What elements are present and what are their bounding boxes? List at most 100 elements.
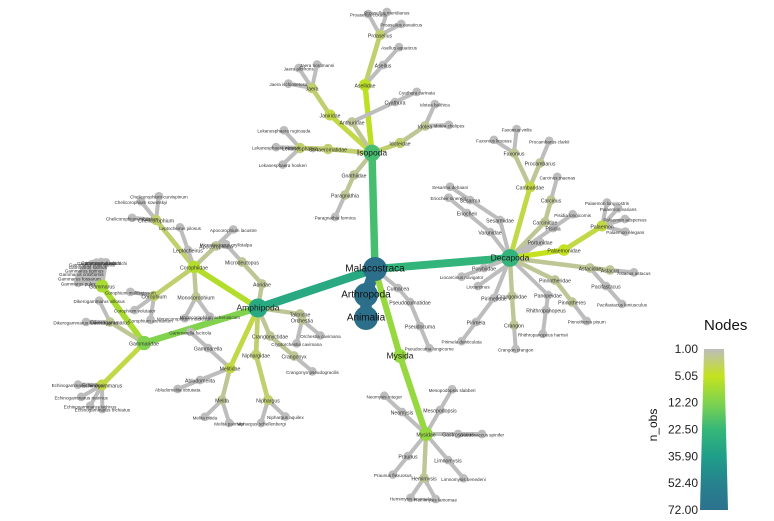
node-label: Isopoda: [357, 148, 388, 158]
node-label: Monocorophium: [177, 296, 214, 302]
node-label: Proasellus coxalis: [350, 13, 387, 18]
tree-node: [617, 299, 627, 309]
node-label: Arthropoda: [341, 290, 391, 301]
node-label: Carcinidae: [533, 221, 558, 227]
tree-node: [96, 379, 108, 391]
tree-node: [550, 275, 560, 285]
tree-node: [447, 384, 457, 394]
node-label: Carcinus maenas: [539, 175, 575, 180]
tree-edge: [239, 259, 265, 287]
node-label: Gammarus locusta: [77, 261, 116, 266]
tree-node: [76, 392, 86, 402]
tree-node: [444, 193, 453, 203]
tree-node: [629, 268, 639, 277]
node-label: Echinogammarus: [82, 384, 123, 390]
node-label: Idotea chelipes: [434, 123, 466, 128]
node-label: Gastrosaccus spinifer: [460, 433, 505, 438]
node-label: Crangonidae: [497, 295, 527, 301]
legend: Nodes n_obs 1.00 5.05 12.20 22.50 35.90 52.40…: [646, 317, 747, 517]
node-label: Panopeidae: [534, 294, 562, 300]
tree-node: [390, 97, 400, 107]
node-label: Palaemon elegans: [606, 230, 645, 235]
tree-node: [420, 121, 430, 131]
node-label: Gammarus duebeni: [81, 261, 121, 266]
tree-node: [378, 60, 388, 70]
tree-node: [403, 451, 413, 461]
tree-edge: [465, 211, 492, 234]
tree-node: [412, 87, 422, 97]
legend-tick-label: 12.20: [668, 396, 698, 410]
node-label: Hemimysis: [411, 477, 437, 483]
node-label: Echinogammarus marinus: [54, 395, 108, 400]
node-label: Decapoda: [491, 253, 530, 263]
node-label: Mysidae: [416, 433, 435, 439]
tree-node: [444, 120, 454, 130]
node-label: Crangon crangon: [498, 347, 534, 352]
tree-node: [552, 172, 562, 182]
node-label: Astacus astacus: [617, 271, 651, 276]
tree-node: [127, 213, 137, 223]
tree-node: [224, 418, 234, 428]
tree-node: [511, 344, 521, 354]
node-label: Hemimysis anomala: [390, 496, 432, 501]
node-label: Niphargus aquilex: [267, 415, 304, 420]
tree-node: [130, 305, 139, 315]
tree-node: [379, 391, 389, 401]
node-label: Monocorophium insidiosum: [157, 317, 213, 322]
node-label: Idotea balthica: [420, 103, 450, 108]
node-label: Neomysis: [391, 411, 414, 417]
node-label: Palaemonidae: [547, 249, 580, 255]
tree-edge: [468, 198, 502, 222]
tree-node: [406, 493, 415, 503]
tree-nodes: [73, 7, 639, 504]
tree-edge: [396, 352, 430, 438]
tree-node: [284, 79, 293, 88]
tree-node: [388, 470, 398, 479]
node-label: Gammaridae: [129, 342, 159, 348]
node-label: Gammarus fossarum: [58, 277, 101, 282]
tree-node: [183, 245, 193, 255]
tree-node: [620, 227, 630, 236]
node-label: Asellus aquaticus: [381, 46, 417, 51]
node-label: Corophium: [141, 295, 166, 301]
tree-node: [101, 257, 111, 267]
tree-node: [191, 292, 201, 302]
node-label: Pinnotheres pisum: [568, 319, 606, 324]
node-label: Melita nitida: [193, 415, 218, 420]
tree-node: [544, 136, 554, 146]
node-label: Limnomysis: [434, 459, 462, 465]
node-label: Rhithropanopeus: [526, 309, 566, 315]
tree-node: [457, 272, 466, 281]
node-label: Astacus: [601, 269, 620, 275]
tree-node: [477, 429, 487, 439]
node-label: Portunidae: [527, 241, 552, 247]
node-label: Gnathiidae: [341, 174, 366, 180]
node-label: Crangonyctidae: [252, 335, 288, 341]
node-label: Faxonius limosus: [476, 138, 512, 143]
legend-variable-label: n_obs: [646, 409, 660, 442]
tree-node: [146, 315, 155, 325]
node-label: Jaera: [306, 87, 319, 93]
node-label: Palaemon adspersus: [603, 217, 647, 222]
tree-node: [150, 214, 162, 226]
tree-node: [180, 313, 190, 323]
node-label: Procambarus: [525, 162, 556, 168]
node-label: Abludomelita: [185, 379, 215, 385]
tree-node: [294, 63, 304, 73]
tree-node: [262, 394, 274, 406]
tree-node: [187, 260, 201, 274]
tree-node: [396, 19, 406, 29]
tree-node: [175, 223, 185, 232]
tree-node: [229, 225, 238, 234]
tree-node: [620, 214, 630, 224]
tree-node: [489, 135, 499, 145]
node-label: Pisidia: [545, 227, 560, 233]
node-label: Eriocheir sinensis: [430, 196, 467, 201]
tree-node: [136, 335, 152, 351]
node-label: Gammarella fucicola: [169, 330, 211, 335]
node-label: Melitidae: [220, 367, 241, 373]
tree-node: [316, 331, 325, 340]
node-label: Chelicorophium: [138, 219, 174, 225]
tree-node: [271, 142, 281, 152]
node-label: Chelicorophium curvispinum: [130, 195, 188, 200]
